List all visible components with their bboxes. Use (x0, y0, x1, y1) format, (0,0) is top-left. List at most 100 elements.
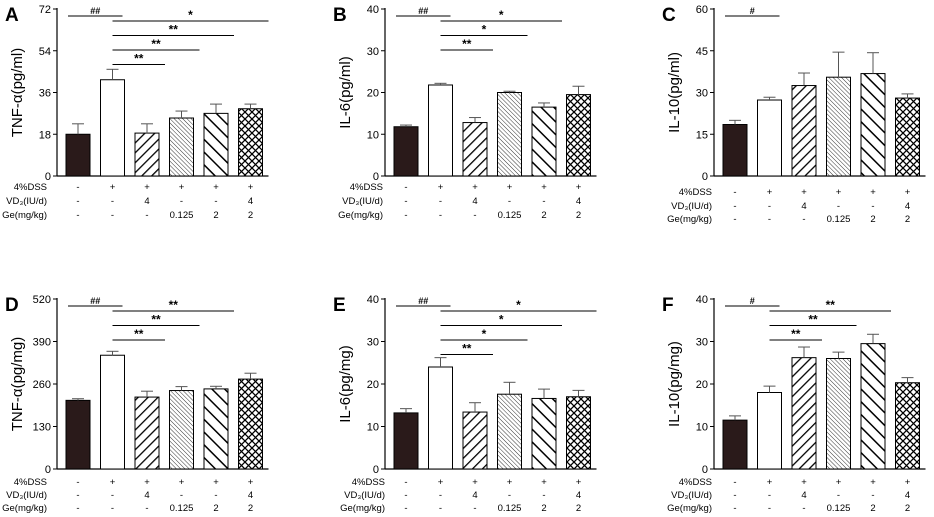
row-cell: - (802, 503, 805, 514)
sig-label: ** (151, 37, 161, 51)
y-tick-label: 10 (367, 129, 379, 141)
y-tick-label: 260 (33, 379, 51, 391)
bar (393, 412, 419, 470)
row-cell: - (404, 182, 407, 193)
bar (860, 343, 886, 470)
bar (531, 397, 557, 470)
row-cell: - (145, 503, 148, 514)
row-cell: - (473, 210, 476, 221)
bar (203, 388, 229, 470)
row-label: Ge(mg/kg) (338, 210, 383, 221)
row-cell: + (213, 182, 219, 193)
panel-c: C 0 15 30 45 60 IL-10(pg/ml) #4%DSS - + + + + + VD₃(IU… (662, 4, 926, 225)
y-axis-label: IL-10(pg/ml) (666, 52, 683, 133)
bar (895, 97, 920, 177)
row-cell: 0.125 (498, 210, 522, 221)
row-cell: + (179, 477, 185, 488)
row-cell: 2 (576, 210, 581, 221)
panel-letter: E (333, 295, 346, 316)
y-axis-label: IL-6(pg/mg) (337, 345, 354, 423)
row-cell: 4 (905, 490, 910, 501)
row-cell: + (905, 477, 911, 488)
row-cell: 2 (541, 210, 546, 221)
y-tick-label: 30 (696, 337, 708, 349)
y-tick-label: 40 (367, 4, 379, 16)
row-cell: 2 (870, 214, 875, 225)
row-cell: 2 (248, 503, 253, 514)
bar (895, 382, 920, 470)
row-cell: 4 (576, 196, 581, 207)
y-tick-label: 520 (33, 294, 51, 306)
y-tick-label: 30 (367, 337, 379, 349)
row-cell: - (733, 503, 736, 514)
row-cell: 4 (472, 196, 477, 207)
bar (169, 390, 194, 470)
row-label: VD₃(IU/d) (342, 196, 383, 207)
bar (238, 378, 263, 470)
y-tick-label: 390 (33, 337, 51, 349)
row-cell: - (439, 210, 442, 221)
y-tick-label: 0 (45, 171, 51, 183)
row-label: VD₃(IU/d) (671, 490, 712, 501)
sig-label: ** (134, 327, 144, 341)
row-cell: + (507, 182, 513, 193)
sig-label: * (482, 327, 487, 341)
bar (462, 411, 488, 470)
bar (497, 393, 522, 470)
row-cell: - (76, 182, 79, 193)
y-tick-label: 60 (696, 4, 708, 16)
row-cell: 0.125 (827, 214, 851, 225)
y-tick-label: 18 (39, 129, 51, 141)
row-cell: + (801, 187, 807, 198)
bar (566, 94, 591, 177)
row-cell: + (836, 477, 842, 488)
row-label: 4%DSS (352, 477, 385, 488)
row-cell: + (870, 187, 876, 198)
row-cell: - (508, 196, 511, 207)
row-cell: - (111, 210, 114, 221)
y-axis-label: TNF-α(pg/mg) (9, 337, 26, 432)
row-cell: - (214, 490, 217, 501)
bar (65, 133, 91, 177)
panel-letter: D (5, 295, 19, 316)
row-cell: 2 (541, 503, 546, 514)
row-cell: - (145, 210, 148, 221)
y-tick-label: 45 (696, 46, 708, 58)
row-cell: - (733, 477, 736, 488)
row-cell: - (404, 503, 407, 514)
row-cell: - (180, 490, 183, 501)
row-cell: + (541, 477, 547, 488)
row-label: VD₃(IU/d) (344, 490, 385, 501)
row-cell: + (472, 182, 478, 193)
row-cell: 0.125 (827, 503, 851, 514)
row-cell: 4 (576, 490, 581, 501)
panel-letter: F (662, 295, 674, 316)
row-cell: 4 (801, 490, 806, 501)
sig-label: ** (134, 52, 144, 66)
row-cell: - (76, 477, 79, 488)
row-cell: - (76, 196, 79, 207)
sig-label: * (188, 8, 193, 22)
row-cell: - (733, 187, 736, 198)
sig-label: ** (151, 313, 161, 327)
row-cell: 2 (870, 503, 875, 514)
row-cell: + (144, 182, 150, 193)
bar (238, 108, 263, 177)
row-label: 4%DSS (350, 182, 383, 193)
row-cell: - (111, 196, 114, 207)
y-tick-label: 0 (373, 464, 379, 476)
sig-label: ** (169, 298, 179, 312)
row-cell: + (836, 187, 842, 198)
y-tick-label: 40 (367, 294, 379, 306)
row-cell: + (576, 477, 582, 488)
sig-label: ## (418, 296, 428, 306)
row-cell: - (733, 201, 736, 212)
y-tick-label: 15 (696, 129, 708, 141)
y-tick-label: 10 (367, 422, 379, 434)
bar (757, 392, 782, 470)
row-cell: - (76, 210, 79, 221)
row-cell: - (871, 201, 874, 212)
